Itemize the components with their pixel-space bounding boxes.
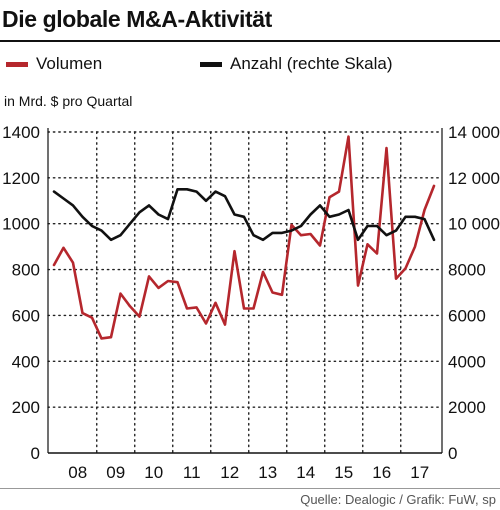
x-tick-label: 10 (144, 463, 163, 482)
source-rule (0, 488, 500, 489)
legend-swatch-volumen (6, 61, 28, 67)
series-layer (52, 135, 436, 340)
y-left-tick-label: 1200 (2, 169, 40, 188)
legend-label-anzahl: Anzahl (rechte Skala) (230, 54, 393, 73)
y-left-tick-label: 400 (12, 352, 40, 371)
x-tick-label: 12 (220, 463, 239, 482)
y-right-tick-label: 12 000 (448, 169, 500, 188)
axis-layer: 0 0 200 2000 400 4000 600 6000 800 8000 1000 10 000… (2, 123, 500, 482)
y-left-tick-label: 200 (12, 398, 40, 417)
legend-label-volumen: Volumen (36, 54, 103, 73)
y-left-tick-label: 1400 (2, 123, 40, 142)
y-right-tick-label: 14 000 (448, 123, 500, 142)
x-tick-label: 11 (183, 463, 201, 482)
legend-item-anzahl: Anzahl (rechte Skala) (200, 54, 393, 74)
x-tick-label: 13 (258, 463, 277, 482)
chart-title: Die globale M&A-Aktivität (2, 6, 272, 32)
y-left-tick-label: 600 (12, 306, 40, 325)
x-tick-label: 08 (68, 463, 87, 482)
legend: Volumen Anzahl (rechte Skala) (0, 54, 500, 80)
y-right-tick-label: 8000 (448, 261, 486, 280)
y-left-tick-label: 800 (12, 261, 40, 280)
x-tick-label: 17 (410, 463, 429, 482)
series-line-volumen (52, 135, 436, 340)
source-credit: Quelle: Dealogic / Grafik: FuW, sp (300, 492, 496, 507)
x-tick-label: 15 (334, 463, 353, 482)
x-tick-label: 09 (106, 463, 125, 482)
title-bar: Die globale M&A-Aktivität (0, 0, 500, 44)
y-left-tick-label: 0 (31, 444, 40, 463)
series-line-anzahl (52, 188, 436, 242)
grid-layer (47, 131, 443, 454)
y-right-tick-label: 10 000 (448, 215, 500, 234)
source-bar: Quelle: Dealogic / Grafik: FuW, sp (0, 488, 500, 510)
y-right-tick-label: 4000 (448, 352, 486, 371)
line-chart: in Mrd. $ pro Quartal 0 0 200 2000 400 4000 60… (2, 93, 500, 482)
legend-item-volumen: Volumen (6, 54, 102, 74)
unit-label: in Mrd. $ pro Quartal (4, 93, 132, 109)
title-rule (0, 40, 500, 42)
y-right-tick-label: 6000 (448, 306, 486, 325)
legend-swatch-anzahl (200, 61, 222, 67)
y-left-tick-label: 1000 (2, 215, 40, 234)
x-tick-label: 16 (372, 463, 391, 482)
y-right-tick-label: 0 (448, 444, 457, 463)
x-tick-label: 14 (296, 463, 315, 482)
y-right-tick-label: 2000 (448, 398, 486, 417)
